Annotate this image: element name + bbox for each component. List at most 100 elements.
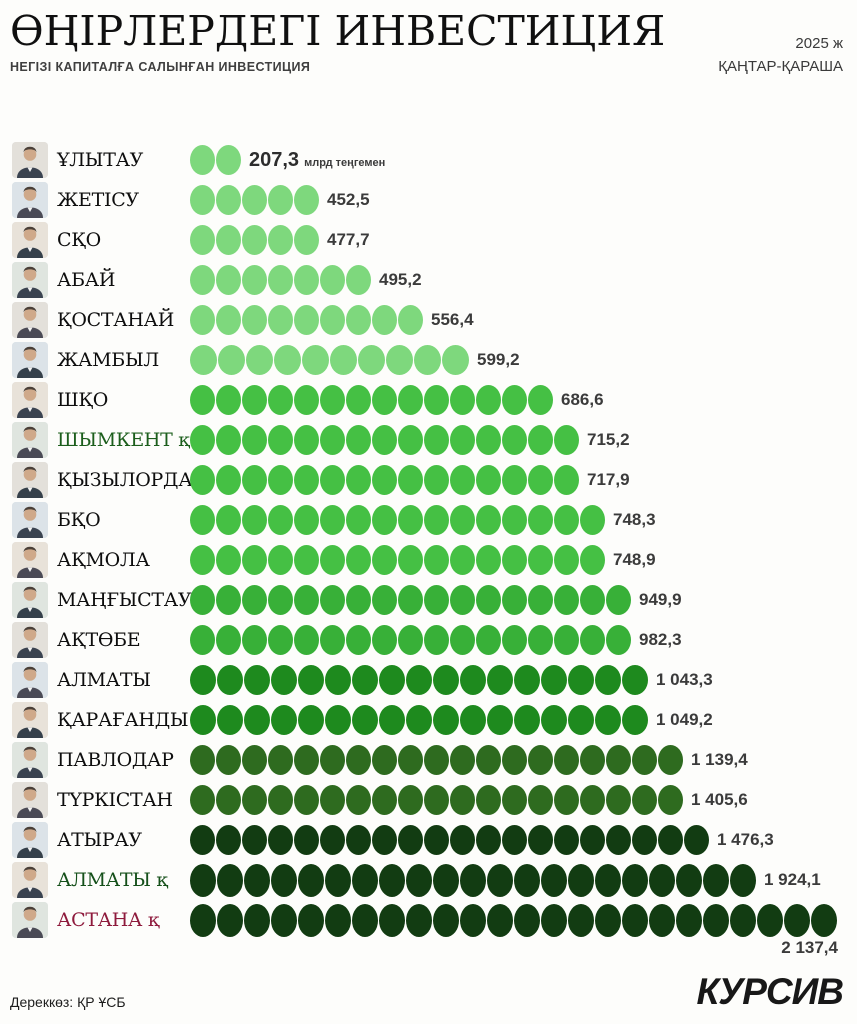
akim-photo [12,462,48,498]
unit-dot [398,545,423,575]
dot-bar [190,825,710,855]
unit-dot [460,863,486,897]
region-label: МАҢҒЫСТАУ [57,589,192,611]
akim-photo [12,382,48,418]
unit-dot [398,385,423,415]
unit-dot [242,225,267,255]
unit-dot [352,863,378,897]
value-label: 1 043,3 [656,670,713,689]
unit-dot [298,903,324,937]
unit-dot [476,825,501,855]
unit-dot [606,745,631,775]
region-row: АҚМОЛА 748,9 [0,540,857,580]
unit-dot [632,745,657,775]
unit-dot [298,863,324,897]
unit-dot [622,863,648,897]
unit-dot [658,825,683,855]
unit-dot [528,545,553,575]
source-label: Дереккөз: ҚР ҰСБ [10,994,126,1010]
unit-dot [372,385,397,415]
region-row: ҚАРАҒАНДЫ 1 049,2 [0,700,857,740]
unit-dot [268,385,293,415]
unit-dot [346,505,371,535]
akim-photo [12,142,48,178]
unit-dot [372,505,397,535]
unit-dot [294,785,319,815]
unit-dot [352,705,378,735]
unit-dot [514,903,540,937]
akim-photo [12,422,48,458]
unit-dot [190,265,215,295]
unit-dot [595,903,621,937]
akim-photo [12,222,48,258]
unit-dot [325,705,351,735]
unit-dot [216,785,241,815]
unit-dot [730,863,756,897]
unit-dot [294,505,319,535]
dot-bar [190,665,649,695]
unit-dot [632,785,657,815]
unit-dot [294,425,319,455]
unit-dot [398,585,423,615]
value-label: 1 405,6 [691,790,748,809]
unit-dot [606,785,631,815]
unit-dot [379,665,405,695]
unit-dot [476,505,501,535]
region-row: ҚОСТАНАЙ 556,4 [0,300,857,340]
unit-dot [216,505,241,535]
unit-dot [554,585,579,615]
unit-dot [398,505,423,535]
unit-dot [528,385,553,415]
unit-dot [528,785,553,815]
akim-photo [12,742,48,778]
unit-dot [190,745,215,775]
unit-dot [242,305,267,335]
unit-dot [450,505,475,535]
kursiv-logo: КУРСИВ [696,971,844,1012]
region-row: АҚТӨБЕ 982,3 [0,620,857,660]
unit-dot [268,305,293,335]
unit-dot [268,185,293,215]
unit-dot [190,505,215,535]
unit-dot [460,705,486,735]
region-label: ПАВЛОДАР [57,749,174,771]
unit-dot [190,825,215,855]
unit-dot [244,863,270,897]
akim-photo [12,342,48,378]
unit-dot [580,625,605,655]
page-subtitle: НЕГІЗІ КАПИТАЛҒА САЛЫНҒАН ИНВЕСТИЦИЯ [10,60,311,75]
value-label: 495,2 [379,270,422,289]
unit-dot [450,545,475,575]
unit-dot [580,505,605,535]
unit-dot [294,265,319,295]
unit-dot [476,425,501,455]
unit-dot [271,705,297,735]
region-row: МАҢҒЫСТАУ 949,9 [0,580,857,620]
unit-dot [487,705,513,735]
unit-dot [379,903,405,937]
unit-dot [190,385,215,415]
unit-dot [242,545,267,575]
unit-dot [554,465,579,495]
unit-dot [372,785,397,815]
unit-dot [554,425,579,455]
unit-dot [244,903,270,937]
unit-dot [622,903,648,937]
unit-dot [216,225,241,255]
dot-bar [190,585,632,615]
unit-dot [606,825,631,855]
unit-dot [450,425,475,455]
region-row: ПАВЛОДАР 1 139,4 [0,740,857,780]
unit-dot [476,625,501,655]
unit-dot [346,785,371,815]
unit-dot [216,825,241,855]
unit-dot [502,825,527,855]
unit-dot [528,585,553,615]
unit-dot [268,545,293,575]
unit-dot [268,745,293,775]
unit-dot [528,505,553,535]
value-label: 1 049,2 [656,710,713,729]
unit-dot [580,545,605,575]
unit-dot [216,545,241,575]
unit-dot [271,903,297,937]
